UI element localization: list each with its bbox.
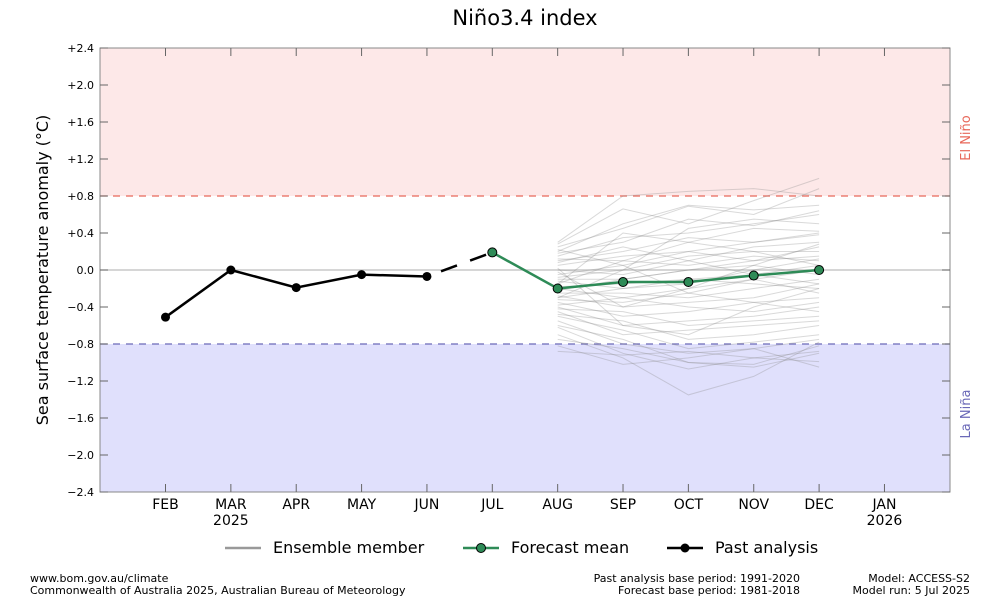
ensemble-member-line <box>557 267 820 336</box>
past-analysis-point <box>226 265 236 275</box>
legend-forecast-label: Forecast mean <box>511 538 629 557</box>
y-tick-label: −2.0 <box>67 449 94 462</box>
forecast-mean-point <box>552 283 563 294</box>
past-analysis-point <box>291 283 301 293</box>
legend: Ensemble member Forecast mean Past analy… <box>225 538 818 557</box>
x-year-label: 2025 <box>213 513 249 529</box>
y-tick-label: +2.4 <box>67 42 94 55</box>
y-tick-label: +0.4 <box>67 227 94 240</box>
ensemble-member-line <box>557 338 820 368</box>
forecast-mean-point <box>748 270 759 281</box>
footer-source-url: www.bom.gov.au/climate <box>30 572 169 585</box>
ensemble-member-line <box>557 350 820 363</box>
ensemble-member-line <box>557 188 820 248</box>
ensemble-member-line <box>557 204 820 252</box>
ensemble-member-line <box>557 255 820 280</box>
ensemble-member-line <box>557 234 820 266</box>
ensemble-member-line <box>557 269 820 299</box>
past-analysis-point <box>161 312 170 322</box>
legend-ensemble-label: Ensemble member <box>273 538 425 557</box>
ensemble-member-line <box>557 313 820 340</box>
past-to-forecast-connector <box>426 251 493 278</box>
ensemble-member-line <box>557 188 820 243</box>
x-tick-label: APR <box>282 497 310 513</box>
x-year-label: 2026 <box>867 513 903 529</box>
y-tick-label: −0.4 <box>67 301 94 314</box>
y-tick-label: +0.8 <box>67 190 94 203</box>
x-tick-label: JUN <box>414 497 440 513</box>
x-tick-label: SEP <box>610 497 636 513</box>
ensemble-member-line <box>557 218 820 299</box>
footer-copyright: Commonwealth of Australia 2025, Australi… <box>30 584 406 597</box>
x-tick-label: OCT <box>674 497 704 513</box>
x-tick-label: MAY <box>347 497 377 513</box>
x-tick-label: DEC <box>804 497 834 513</box>
x-tick-label: JAN <box>871 497 896 513</box>
plot-area: +2.4 +2.0 +1.6 +1.2 +0.8 +0.4 0.0 −0.4 −0.8 −1.2 −… <box>67 42 951 529</box>
ensemble-member-line <box>557 227 820 262</box>
ensemble-member-line <box>557 214 820 257</box>
ensemble-member-line <box>557 283 820 308</box>
ensemble-member-line <box>557 326 820 370</box>
x-tick-label: MAR <box>215 497 247 513</box>
legend-past-marker <box>680 543 690 553</box>
x-tick-label: AUG <box>542 497 573 513</box>
ensemble-member-line <box>557 243 820 308</box>
y-tick-label: −2.4 <box>67 486 94 499</box>
la-nina-band <box>100 344 950 492</box>
y-tick-label: −1.6 <box>67 412 94 425</box>
y-tick-label: +1.2 <box>67 153 94 166</box>
footer-model-run: Model run: 5 Jul 2025 <box>853 584 970 597</box>
x-tick-label: FEB <box>152 497 179 513</box>
ensemble-member-line <box>557 246 820 285</box>
ensemble-member-line <box>557 325 820 365</box>
ensemble-member-line <box>557 297 820 313</box>
ensemble-member-line <box>557 297 820 317</box>
forecast-mean-point <box>487 247 498 258</box>
ensemble-member-line <box>557 311 820 336</box>
ensemble-member-line <box>557 251 820 278</box>
forecast-mean-point <box>618 277 629 288</box>
ensemble-member-line <box>557 255 820 285</box>
ensemble-member-line <box>557 232 820 285</box>
x-tick-label: JUL <box>480 497 503 513</box>
footer-forecast-period: Forecast base period: 1981-2018 <box>618 584 800 597</box>
ensemble-member-line <box>557 232 820 262</box>
el-nino-label: El Niño <box>959 115 974 161</box>
y-tick-label: +1.6 <box>67 116 94 129</box>
ensemble-member-line <box>557 278 820 303</box>
past-analysis-point <box>422 271 432 281</box>
ensemble-member-line <box>557 320 820 354</box>
ensemble-member-line <box>557 306 820 327</box>
forecast-mean-point <box>683 277 694 288</box>
footer-past-period: Past analysis base period: 1991-2020 <box>594 572 800 585</box>
ensemble-member-line <box>557 241 820 276</box>
ensemble-member-line <box>557 334 820 396</box>
y-tick-label: −1.2 <box>67 375 94 388</box>
past-analysis-point <box>357 270 367 280</box>
ensemble-member-line <box>557 177 820 245</box>
ensemble-member-line <box>557 315 820 350</box>
y-axis-label: Sea surface temperature anomaly (°C) <box>33 115 52 426</box>
ensemble-member-line <box>557 249 820 313</box>
ensemble-member-line <box>557 246 820 276</box>
forecast-mean-point <box>814 265 825 275</box>
x-tick-label: NOV <box>738 497 769 513</box>
legend-past-label: Past analysis <box>715 538 818 557</box>
forecast-mean-line <box>491 251 820 290</box>
la-nina-label: La Niña <box>959 390 974 439</box>
chart-title: Niño3.4 index <box>452 6 597 30</box>
y-tick-label: −0.8 <box>67 338 94 351</box>
el-nino-band <box>100 48 950 196</box>
y-tick-label: 0.0 <box>77 264 95 277</box>
ensemble-member-line <box>557 308 820 327</box>
y-tick-label: +2.0 <box>67 79 94 92</box>
footer-model: Model: ACCESS-S2 <box>868 572 970 585</box>
legend-forecast-marker <box>476 543 486 553</box>
past-analysis-line <box>164 268 427 319</box>
ensemble-member-line <box>557 345 820 368</box>
ensemble-member-line <box>557 278 820 299</box>
ensemble-member-line <box>557 210 820 254</box>
